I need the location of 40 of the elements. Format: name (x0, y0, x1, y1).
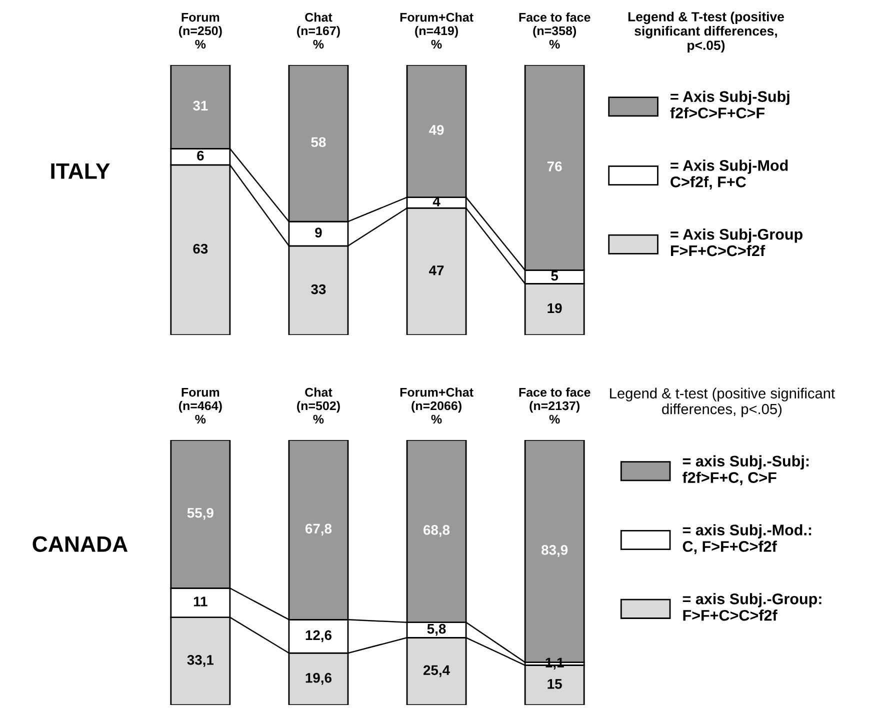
data-label: 9 (315, 228, 322, 238)
legend-label: = Axis Subj-Group F>F+C>C>f2f (670, 228, 802, 256)
data-label: 31 (193, 100, 208, 111)
data-label: 33,1 (187, 655, 214, 667)
data-label: 55,9 (187, 508, 214, 520)
legend-title: Legend & T-test (positive significant differences, p<.05) (628, 12, 784, 53)
data-label: 12,6 (306, 630, 332, 642)
data-label: 15 (548, 679, 562, 689)
x-tick-label: Chat (n=167) % (297, 12, 340, 49)
data-label: 76 (547, 161, 562, 172)
x-tick-label: Forum (n=250) % (178, 12, 222, 49)
x-tick-label: Forum (n=464) % (178, 388, 222, 424)
data-label: 19 (548, 303, 562, 314)
data-label: 33 (311, 284, 326, 294)
y-axis-title: CANADA (32, 536, 128, 552)
data-label: 5 (551, 270, 558, 281)
legend-title: Legend & t-test (positive significant differences, p<.05) (610, 388, 835, 418)
x-tick-label: Chat (n=502) % (297, 388, 340, 424)
data-label: 58 (311, 137, 326, 148)
data-label: 47 (429, 266, 444, 276)
data-label: 11 (194, 596, 208, 606)
data-label: 49 (429, 125, 444, 135)
x-tick-label: Face to face (n=358) % (519, 12, 590, 49)
legend-label: = Axis Subj-Mod C>f2f, F+C (670, 160, 788, 190)
data-label: 6 (197, 150, 204, 161)
x-tick-label: Face to face (n=2137) % (519, 388, 590, 424)
data-label: 67,8 (305, 524, 332, 536)
data-label: 5,8 (427, 624, 446, 636)
data-label: 19,6 (306, 672, 332, 685)
data-label: 63 (193, 244, 208, 254)
legend-label: = Axis Subj-Subj f2f>C>F+C>F (670, 90, 790, 118)
data-label: 25,4 (423, 665, 450, 678)
y-axis-title: ITALY (51, 163, 110, 179)
data-label: 68,8 (424, 525, 450, 537)
x-tick-label: Forum+Chat (n=2066) % (400, 388, 474, 424)
legend-label: = axis Subj.-Mod.: C, F>F+C>f2f (682, 524, 812, 554)
legend-label: = axis Subj.-Group: F>F+C>C>f2f (682, 593, 822, 621)
data-label: 83,9 (542, 545, 568, 557)
x-tick-label: Forum+Chat (n=419) % (400, 12, 474, 49)
legend-label: = axis Subj.-Subj: f2f>F+C, C>F (682, 455, 809, 486)
